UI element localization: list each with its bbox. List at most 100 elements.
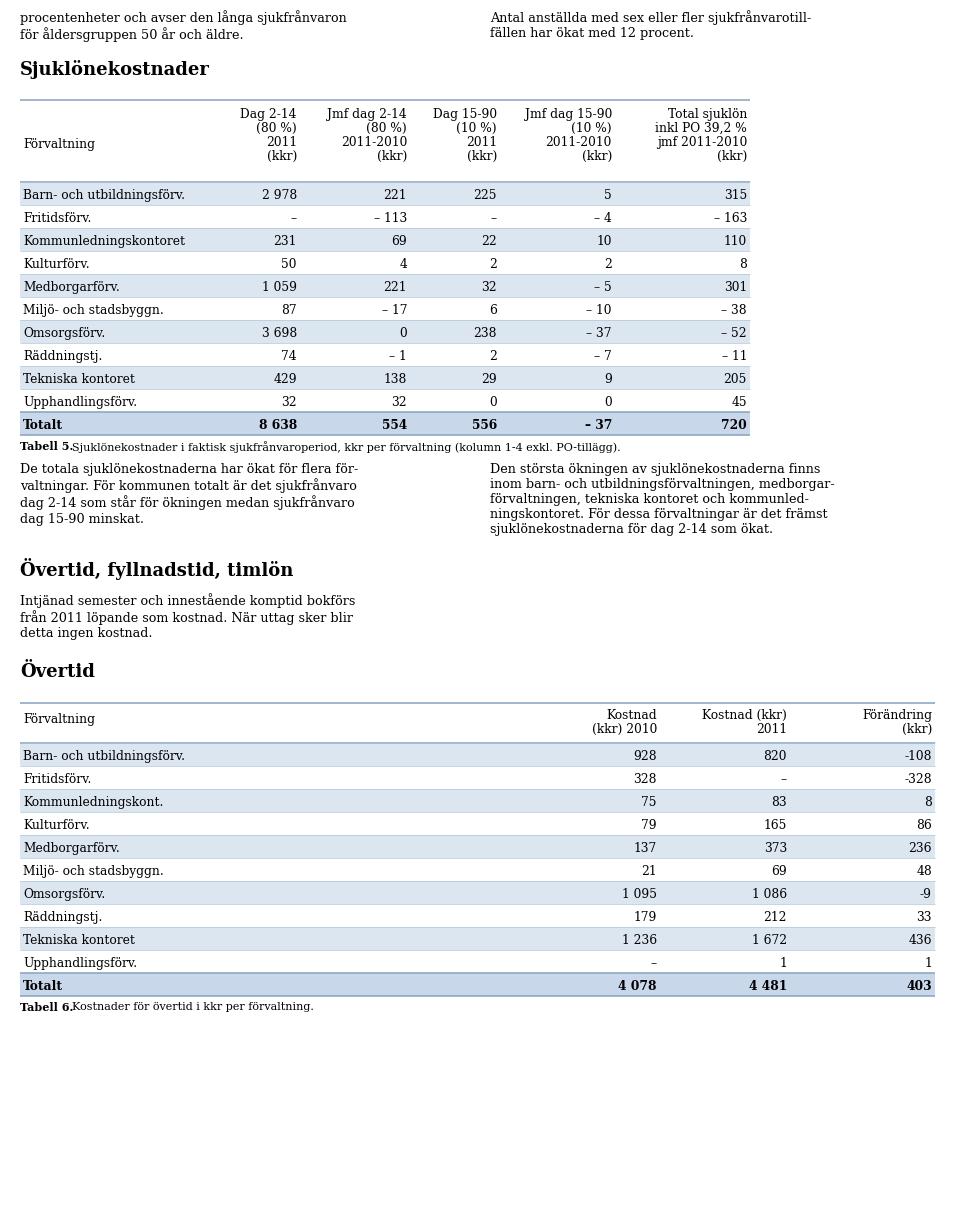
Text: Intjänad semester och innestående komptid bokförs
från 2011 löpande som kostnad.: Intjänad semester och innestående kompti… bbox=[20, 593, 355, 640]
Text: 429: 429 bbox=[274, 373, 297, 386]
Text: Tabell 6.: Tabell 6. bbox=[20, 1002, 73, 1013]
Text: Övertid, fyllnadstid, timlön: Övertid, fyllnadstid, timlön bbox=[20, 558, 294, 580]
Text: 4: 4 bbox=[399, 258, 407, 271]
Text: Totalt: Totalt bbox=[23, 418, 63, 432]
Text: 2011: 2011 bbox=[266, 136, 297, 150]
Text: Kostnad: Kostnad bbox=[607, 709, 657, 722]
Text: 2011: 2011 bbox=[756, 724, 787, 736]
Text: 138: 138 bbox=[384, 373, 407, 386]
Text: 45: 45 bbox=[732, 396, 747, 409]
Text: Kommunledningskont.: Kommunledningskont. bbox=[23, 796, 163, 809]
Text: 86: 86 bbox=[916, 819, 932, 832]
Text: – 113: – 113 bbox=[373, 212, 407, 226]
Text: 225: 225 bbox=[473, 189, 497, 201]
Text: Kommunledningskontoret: Kommunledningskontoret bbox=[23, 235, 185, 248]
Text: – 38: – 38 bbox=[721, 304, 747, 317]
Text: –: – bbox=[780, 773, 787, 786]
Text: 436: 436 bbox=[908, 933, 932, 947]
Text: – 7: – 7 bbox=[594, 350, 612, 363]
Bar bbox=[20, 182, 750, 205]
Text: 69: 69 bbox=[392, 235, 407, 248]
Text: Räddningstj.: Räddningstj. bbox=[23, 911, 103, 924]
Text: 0: 0 bbox=[399, 327, 407, 340]
Text: 48: 48 bbox=[916, 865, 932, 878]
Text: –: – bbox=[291, 212, 297, 226]
Text: Miljö- och stadsbyggn.: Miljö- och stadsbyggn. bbox=[23, 304, 164, 317]
Text: 2011-2010: 2011-2010 bbox=[341, 136, 407, 150]
Bar bbox=[20, 320, 750, 343]
Text: 1 672: 1 672 bbox=[752, 933, 787, 947]
Text: 165: 165 bbox=[763, 819, 787, 832]
Bar bbox=[20, 857, 935, 882]
Text: (kkr): (kkr) bbox=[582, 150, 612, 163]
Text: – 1: – 1 bbox=[389, 350, 407, 363]
Text: 0: 0 bbox=[490, 396, 497, 409]
Text: – 37: – 37 bbox=[587, 327, 612, 340]
Text: 373: 373 bbox=[764, 842, 787, 855]
Text: (10 %): (10 %) bbox=[456, 122, 497, 135]
Text: 231: 231 bbox=[274, 235, 297, 248]
Text: 4 078: 4 078 bbox=[618, 980, 657, 993]
Text: Upphandlingsförv.: Upphandlingsförv. bbox=[23, 958, 137, 970]
Text: Jmf dag 2-14: Jmf dag 2-14 bbox=[327, 109, 407, 121]
Text: inkl PO 39,2 %: inkl PO 39,2 % bbox=[656, 122, 747, 135]
Text: 5: 5 bbox=[604, 189, 612, 201]
Bar bbox=[20, 297, 750, 320]
Text: Barn- och utbildningsförv.: Barn- och utbildningsförv. bbox=[23, 189, 185, 201]
Text: Fritidsförv.: Fritidsförv. bbox=[23, 212, 91, 226]
Text: 10: 10 bbox=[596, 235, 612, 248]
Text: 1: 1 bbox=[780, 958, 787, 970]
Bar bbox=[20, 835, 935, 857]
Text: Kostnad (kkr): Kostnad (kkr) bbox=[702, 709, 787, 722]
Bar bbox=[20, 973, 935, 996]
Text: –: – bbox=[491, 212, 497, 226]
Bar bbox=[20, 904, 935, 927]
Bar bbox=[20, 228, 750, 251]
Text: 22: 22 bbox=[481, 235, 497, 248]
Text: 928: 928 bbox=[634, 750, 657, 763]
Text: 1: 1 bbox=[924, 958, 932, 970]
Text: 403: 403 bbox=[906, 980, 932, 993]
Text: Förvaltning: Förvaltning bbox=[23, 137, 95, 151]
Bar bbox=[20, 927, 935, 950]
Text: 9: 9 bbox=[604, 373, 612, 386]
Bar bbox=[20, 412, 750, 435]
Text: 0: 0 bbox=[604, 396, 612, 409]
Text: Övertid: Övertid bbox=[20, 663, 95, 681]
Text: Dag 2-14: Dag 2-14 bbox=[241, 109, 297, 121]
Text: De totala sjuklönekostnaderna har ökat för flera för-
valtningar. För kommunen t: De totala sjuklönekostnaderna har ökat f… bbox=[20, 463, 358, 526]
Bar bbox=[20, 100, 750, 182]
Text: 238: 238 bbox=[473, 327, 497, 340]
Bar bbox=[20, 365, 750, 390]
Text: 87: 87 bbox=[281, 304, 297, 317]
Bar bbox=[20, 343, 750, 365]
Text: Miljö- och stadsbyggn.: Miljö- och stadsbyggn. bbox=[23, 865, 164, 878]
Text: 328: 328 bbox=[634, 773, 657, 786]
Text: 75: 75 bbox=[641, 796, 657, 809]
Text: Upphandlingsförv.: Upphandlingsförv. bbox=[23, 396, 137, 409]
Bar bbox=[20, 766, 935, 789]
Text: 32: 32 bbox=[392, 396, 407, 409]
Text: 1 086: 1 086 bbox=[752, 888, 787, 901]
Text: – 4: – 4 bbox=[594, 212, 612, 226]
Text: 83: 83 bbox=[772, 796, 787, 809]
Text: –: – bbox=[651, 958, 657, 970]
Text: – 5: – 5 bbox=[594, 281, 612, 294]
Text: (kkr): (kkr) bbox=[376, 150, 407, 163]
Text: Tekniska kontoret: Tekniska kontoret bbox=[23, 373, 134, 386]
Text: 221: 221 bbox=[383, 189, 407, 201]
Text: – 17: – 17 bbox=[381, 304, 407, 317]
Text: Den största ökningen av sjuklönekostnaderna finns
inom barn- och utbildningsförv: Den största ökningen av sjuklönekostnade… bbox=[490, 463, 834, 535]
Text: 301: 301 bbox=[724, 281, 747, 294]
Text: 69: 69 bbox=[771, 865, 787, 878]
Text: Antal anställda med sex eller fler sjukfrånvarotill-
fällen har ökat med 12 proc: Antal anställda med sex eller fler sjukf… bbox=[490, 10, 811, 40]
Text: Fritidsförv.: Fritidsförv. bbox=[23, 773, 91, 786]
Text: (10 %): (10 %) bbox=[571, 122, 612, 135]
Text: 2: 2 bbox=[604, 258, 612, 271]
Text: – 163: – 163 bbox=[713, 212, 747, 226]
Text: 720: 720 bbox=[721, 418, 747, 432]
Text: 221: 221 bbox=[383, 281, 407, 294]
Text: Kulturförv.: Kulturförv. bbox=[23, 819, 89, 832]
Bar bbox=[20, 812, 935, 835]
Text: (80 %): (80 %) bbox=[256, 122, 297, 135]
